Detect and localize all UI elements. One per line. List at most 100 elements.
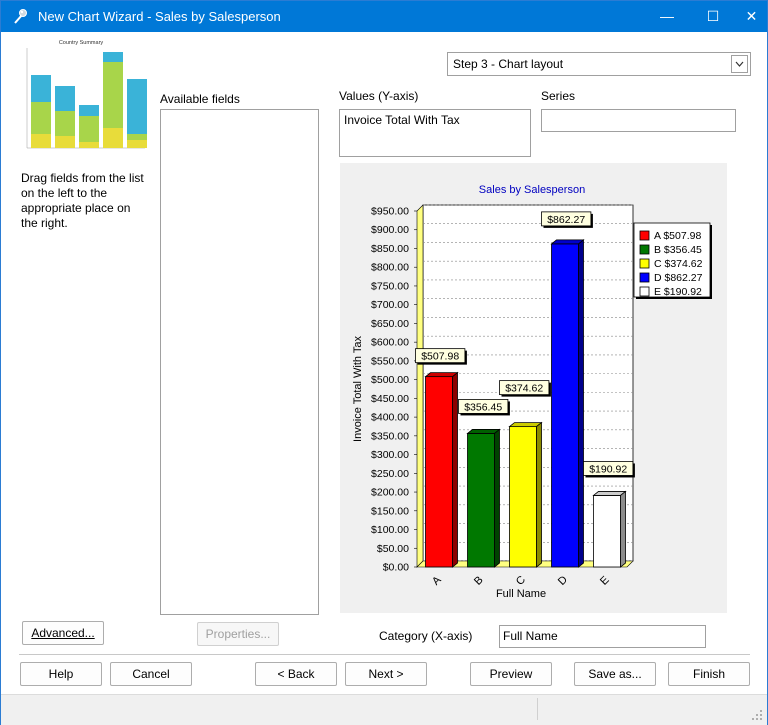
y-tick-label: $450.00 <box>371 393 409 405</box>
thumbnail-chart: Country Summary <box>26 40 147 149</box>
data-label: $862.27 <box>547 214 585 226</box>
legend-entry: B $356.45 <box>654 244 702 256</box>
y-tick-label: $950.00 <box>371 206 409 218</box>
legend-swatch <box>639 272 650 283</box>
y-tick-label: $650.00 <box>371 318 409 330</box>
x-axis-label: Full Name <box>496 588 546 600</box>
x-tick-label: B <box>472 574 486 588</box>
legend-entry: A $507.98 <box>654 230 701 242</box>
minimize-button[interactable]: — <box>644 1 690 32</box>
preview-button-label: Preview <box>489 667 533 681</box>
y-tick-label: $600.00 <box>371 337 409 349</box>
y-tick-label: $150.00 <box>371 505 409 517</box>
properties-button-label: Properties... <box>205 627 271 641</box>
window-title: New Chart Wizard - Sales by Salesperson <box>38 9 281 24</box>
bar-side-E <box>620 490 626 568</box>
available-fields-list[interactable] <box>160 109 319 615</box>
cancel-button[interactable]: Cancel <box>110 662 192 686</box>
maximize-button[interactable]: ☐ <box>690 1 736 32</box>
data-label-box <box>415 348 466 364</box>
step-select[interactable]: Step 3 - Chart layout <box>447 52 751 76</box>
legend-entry: C $374.62 <box>654 258 703 270</box>
y-tick-label: $50.00 <box>377 543 409 555</box>
category-drop-box[interactable]: Full Name <box>499 625 706 648</box>
chart-title: Sales by Salesperson <box>479 184 585 196</box>
y-tick-label: $400.00 <box>371 412 409 424</box>
y-tick-label: $800.00 <box>371 262 409 274</box>
thumbnail-title: Country Summary <box>59 40 104 46</box>
minimize-icon: — <box>660 8 674 24</box>
resize-grip-icon[interactable] <box>751 709 763 721</box>
series-drop-box[interactable] <box>541 109 736 132</box>
y-tick-label: $550.00 <box>371 355 409 367</box>
y-tick-label: $500.00 <box>371 374 409 386</box>
legend-entry: D $862.27 <box>654 272 703 284</box>
category-label: Category (X-axis) <box>379 629 473 643</box>
y-tick-label: $350.00 <box>371 430 409 442</box>
status-divider <box>537 698 538 720</box>
series-label: Series <box>541 89 576 103</box>
y-tick-label: $250.00 <box>371 468 409 480</box>
finish-button[interactable]: Finish <box>668 662 750 686</box>
legend-entry: E $190.92 <box>654 286 702 298</box>
chart-type-thumbnail: Country Summary <box>13 38 150 160</box>
y-tick-label: $750.00 <box>371 280 409 292</box>
finish-button-label: Finish <box>692 667 725 681</box>
data-label-box <box>583 461 634 476</box>
values-field-item[interactable]: Invoice Total With Tax <box>344 113 460 127</box>
data-label-box <box>499 380 550 396</box>
back-button-label: < Back <box>277 667 315 681</box>
next-button[interactable]: Next > <box>345 662 427 686</box>
chart-side-wall <box>416 204 424 568</box>
y-tick-label: $100.00 <box>371 524 409 536</box>
help-button[interactable]: Help <box>20 662 102 686</box>
values-label: Values (Y-axis) <box>339 89 419 103</box>
x-tick-label: D <box>556 574 570 588</box>
maximize-icon: ☐ <box>706 8 720 24</box>
bar-side-A <box>452 371 458 568</box>
legend-swatch <box>639 230 650 241</box>
status-bar <box>1 694 767 725</box>
y-tick-label: $300.00 <box>371 449 409 461</box>
properties-button[interactable]: Properties... <box>197 622 279 646</box>
bar-A <box>425 376 453 568</box>
help-button-label: Help <box>48 667 74 681</box>
title-bar[interactable]: New Chart Wizard - Sales by Salesperson … <box>1 1 767 32</box>
x-tick-label: C <box>514 574 528 588</box>
advanced-button[interactable]: Advanced... <box>22 621 104 645</box>
data-label-box <box>541 211 592 227</box>
back-button[interactable]: < Back <box>255 662 337 686</box>
y-tick-label: $850.00 <box>371 243 409 255</box>
legend-swatch <box>639 286 650 297</box>
values-drop-box[interactable]: Invoice Total With Tax <box>339 109 531 157</box>
divider <box>19 654 750 655</box>
chart-preview-panel: Sales by Salesperson $0.00 $50.00 $100.00 $1… <box>340 163 727 613</box>
step-select-value: Step 3 - Chart layout <box>453 57 564 71</box>
available-fields-label: Available fields <box>160 92 240 106</box>
save-as-button-label: Save as... <box>588 667 642 681</box>
close-icon: ✕ <box>745 8 758 24</box>
bar-C <box>509 426 537 568</box>
legend-swatch <box>639 258 650 269</box>
step-dropdown-button[interactable] <box>731 55 748 73</box>
chevron-down-icon <box>735 61 744 67</box>
y-tick-label: $900.00 <box>371 224 409 236</box>
data-label: $374.62 <box>505 383 543 395</box>
help-text: Drag fields from the list on the left to… <box>21 171 144 230</box>
data-label-box <box>458 399 509 414</box>
category-field-item[interactable]: Full Name <box>503 629 558 643</box>
chart-preview: Sales by Salesperson $0.00 $50.00 $100.00 $1… <box>352 184 712 600</box>
data-label: $356.45 <box>464 401 502 413</box>
y-tick-label: $200.00 <box>371 487 409 499</box>
wizard-wand-icon <box>14 9 27 24</box>
bar-B <box>467 433 495 568</box>
bar-side-C <box>536 421 542 568</box>
bar-side-D <box>578 239 584 568</box>
y-axis-label: Invoice Total With Tax <box>352 336 364 442</box>
preview-button[interactable]: Preview <box>470 662 552 686</box>
close-button[interactable]: ✕ <box>736 1 767 32</box>
save-as-button[interactable]: Save as... <box>574 662 656 686</box>
data-label: $507.98 <box>421 351 459 363</box>
bar-E <box>593 495 621 568</box>
